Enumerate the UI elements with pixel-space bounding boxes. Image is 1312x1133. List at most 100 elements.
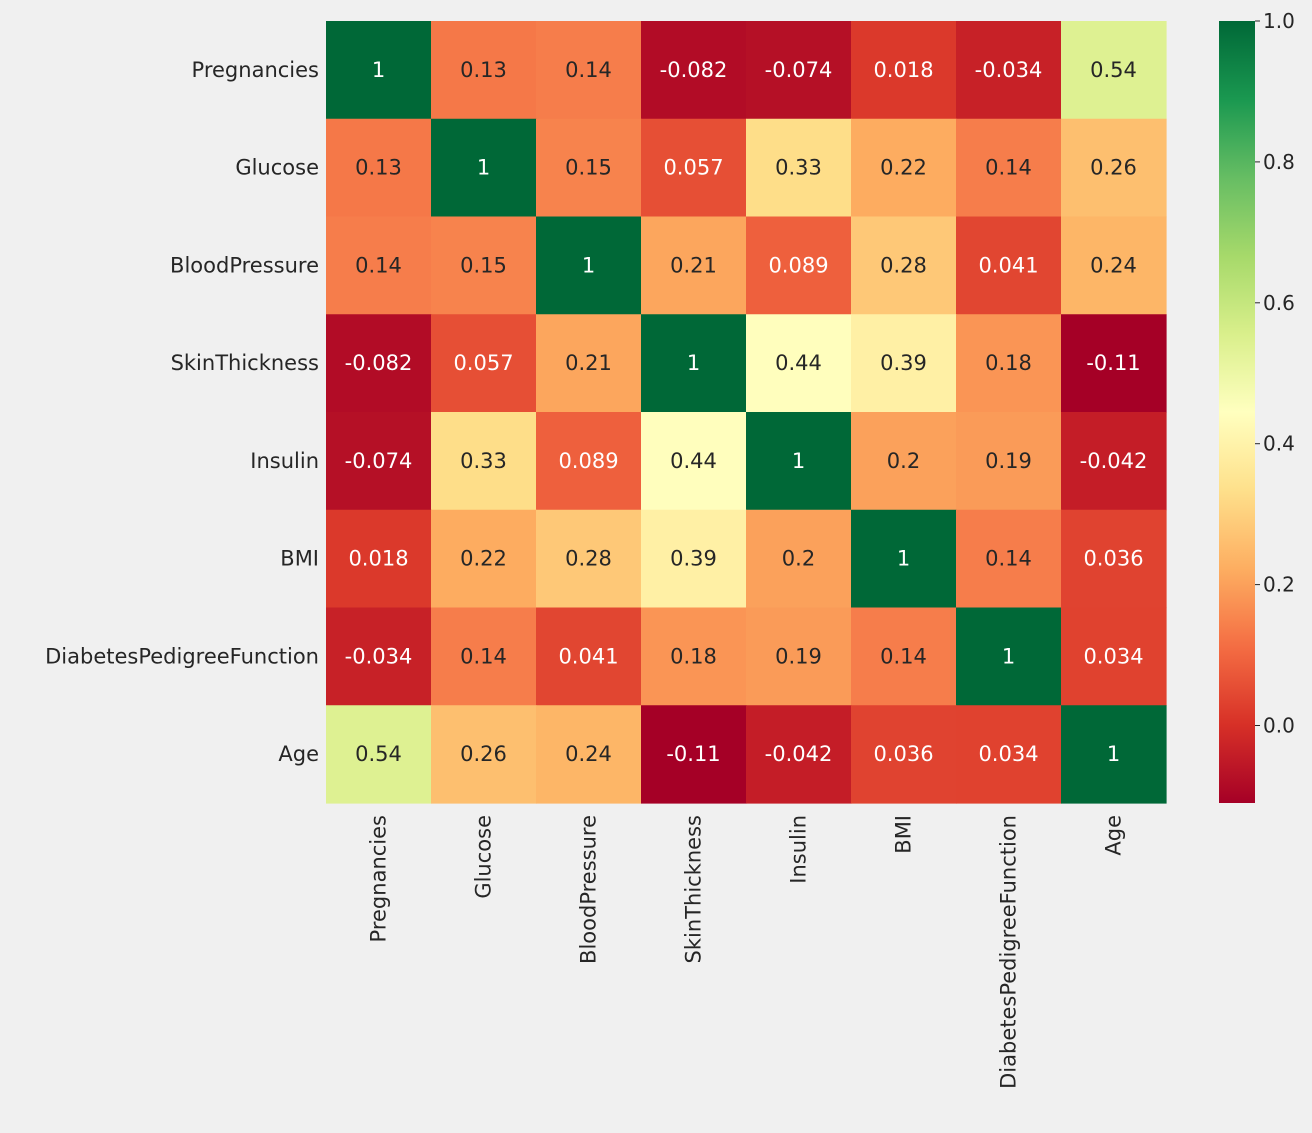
cell-value-label-glucose-diabetes-pedigree-function: 0.14 xyxy=(985,156,1032,180)
cell-value-label-diabetes-pedigree-function-diabetes-pedigree-function: 1 xyxy=(1002,644,1015,668)
cell-value-label-glucose-glucose: 1 xyxy=(477,156,490,180)
cell-value-label-bmi-age: 0.036 xyxy=(1083,547,1143,571)
heatmap-cell-glucose-pregnancies xyxy=(326,118,432,218)
cell-value-label-glucose-skin-thickness: 0.057 xyxy=(663,156,723,180)
heatmap-cell-glucose-insulin xyxy=(746,118,852,218)
heatmap-cell-age-diabetes-pedigree-function xyxy=(956,705,1062,804)
cell-value-label-bmi-blood-pressure: 0.28 xyxy=(565,547,612,571)
cell-value-label-glucose-pregnancies: 0.13 xyxy=(355,156,402,180)
cell-value-label-diabetes-pedigree-function-blood-pressure: 0.041 xyxy=(558,644,618,668)
heatmap-cell-diabetes-pedigree-function-age xyxy=(1061,607,1167,706)
column-label-blood-pressure: BloodPressure xyxy=(577,815,601,964)
heatmap-cell-age-skin-thickness xyxy=(641,705,747,804)
heatmap-cell-skin-thickness-bmi xyxy=(851,314,957,413)
colorbar-tick-label-5: 0.0 xyxy=(1263,714,1295,738)
heatmap-cell-blood-pressure-glucose xyxy=(431,216,537,315)
column-tick-labels: Pregnancies Glucose BloodPressure SkinThick… xyxy=(367,815,1126,1089)
cell-value-label-diabetes-pedigree-function-age: 0.034 xyxy=(1083,644,1143,668)
cell-value-label-insulin-pregnancies: -0.074 xyxy=(345,449,413,473)
colorbar: 1.0 0.8 0.6 0.4 0.2 0.0 xyxy=(1219,9,1295,803)
heatmap-cell-insulin-diabetes-pedigree-function xyxy=(956,412,1062,511)
colorbar-gradient xyxy=(1219,21,1255,803)
cell-value-label-skin-thickness-age: -0.11 xyxy=(1086,351,1140,375)
heatmap-cell-diabetes-pedigree-function-pregnancies xyxy=(326,607,432,706)
heatmap-cell-skin-thickness-diabetes-pedigree-function xyxy=(956,314,1062,413)
cell-value-label-pregnancies-bmi: 0.018 xyxy=(873,58,933,82)
cell-value-label-age-bmi: 0.036 xyxy=(873,742,933,766)
cell-value-label-pregnancies-age: 0.54 xyxy=(1090,58,1137,82)
heatmap-cell-skin-thickness-blood-pressure xyxy=(536,314,642,413)
heatmap-cell-diabetes-pedigree-function-blood-pressure xyxy=(536,607,642,706)
heatmap-cell-glucose-diabetes-pedigree-function xyxy=(956,118,1062,218)
heatmap-cell-bmi-insulin xyxy=(746,509,852,609)
heatmap-cell-bmi-age xyxy=(1061,509,1167,609)
cell-value-label-skin-thickness-skin-thickness: 1 xyxy=(687,351,700,375)
cell-value-label-insulin-bmi: 0.2 xyxy=(887,449,920,473)
heatmap-cell-blood-pressure-diabetes-pedigree-function xyxy=(956,216,1062,315)
row-tick-labels: Pregnancies Glucose BloodPressure SkinThick… xyxy=(45,58,319,766)
cell-value-label-bmi-diabetes-pedigree-function: 0.14 xyxy=(985,547,1032,571)
cell-value-label-diabetes-pedigree-function-bmi: 0.14 xyxy=(880,644,927,668)
cell-value-label-pregnancies-pregnancies: 1 xyxy=(372,58,385,82)
cell-value-label-skin-thickness-diabetes-pedigree-function: 0.18 xyxy=(985,351,1032,375)
heatmap-cell-bmi-skin-thickness xyxy=(641,509,747,609)
row-label-skin-thickness: SkinThickness xyxy=(171,351,319,375)
cell-value-label-age-glucose: 0.26 xyxy=(460,742,507,766)
column-label-insulin: Insulin xyxy=(787,815,811,884)
heatmap-cell-age-glucose xyxy=(431,705,537,804)
heatmap-cell-skin-thickness-age xyxy=(1061,314,1167,413)
cell-value-label-blood-pressure-glucose: 0.15 xyxy=(460,253,507,277)
heatmap-cell-bmi-blood-pressure xyxy=(536,509,642,609)
column-label-pregnancies: Pregnancies xyxy=(367,815,391,942)
cell-value-label-glucose-age: 0.26 xyxy=(1090,156,1137,180)
heatmap-cell-glucose-age xyxy=(1061,118,1167,218)
row-label-insulin: Insulin xyxy=(250,449,319,473)
cell-value-label-pregnancies-glucose: 0.13 xyxy=(460,58,507,82)
heatmap-cell-blood-pressure-skin-thickness xyxy=(641,216,747,315)
heatmap-cell-pregnancies-blood-pressure xyxy=(536,21,642,120)
cell-value-label-bmi-bmi: 1 xyxy=(897,547,910,571)
cell-value-label-pregnancies-diabetes-pedigree-function: -0.034 xyxy=(975,58,1043,82)
cell-value-label-age-age: 1 xyxy=(1107,742,1120,766)
heatmap-cell-pregnancies-age xyxy=(1061,21,1167,120)
cell-value-label-diabetes-pedigree-function-skin-thickness: 0.18 xyxy=(670,644,717,668)
heatmap-cell-glucose-skin-thickness xyxy=(641,118,747,218)
cell-value-label-insulin-glucose: 0.33 xyxy=(460,449,507,473)
cell-value-label-age-pregnancies: 0.54 xyxy=(355,742,402,766)
heatmap-cell-age-blood-pressure xyxy=(536,705,642,804)
cell-value-label-glucose-blood-pressure: 0.15 xyxy=(565,156,612,180)
colorbar-tick-label-2: 0.6 xyxy=(1263,291,1295,315)
cell-value-label-pregnancies-blood-pressure: 0.14 xyxy=(565,58,612,82)
cell-value-label-skin-thickness-pregnancies: -0.082 xyxy=(345,351,413,375)
cell-value-label-blood-pressure-diabetes-pedigree-function: 0.041 xyxy=(978,253,1038,277)
heatmap-cell-age-pregnancies xyxy=(326,705,432,804)
column-label-diabetes-pedigree-function: DiabetesPedigreeFunction xyxy=(997,815,1021,1089)
heatmap-cell-glucose-blood-pressure xyxy=(536,118,642,218)
heatmap-cell-bmi-bmi xyxy=(851,509,957,609)
row-label-glucose: Glucose xyxy=(235,156,319,180)
heatmap-cell-pregnancies-bmi xyxy=(851,21,957,120)
heatmap-cell-diabetes-pedigree-function-diabetes-pedigree-function xyxy=(956,607,1062,706)
heatmap-cell-blood-pressure-insulin xyxy=(746,216,852,315)
cell-value-label-blood-pressure-pregnancies: 0.14 xyxy=(355,253,402,277)
row-label-blood-pressure: BloodPressure xyxy=(170,253,319,277)
heatmap-cell-diabetes-pedigree-function-bmi xyxy=(851,607,957,706)
cell-value-label-age-diabetes-pedigree-function: 0.034 xyxy=(978,742,1038,766)
heatmap-cell-labels: 1 0.13 0.14 -0.082 -0.074 0.018 -0.034 0.54 0.13… xyxy=(345,58,1148,766)
heatmap-cell-bmi-pregnancies xyxy=(326,509,432,609)
heatmap-cell-insulin-glucose xyxy=(431,412,537,511)
colorbar-tick-label-0: 1.0 xyxy=(1263,9,1295,33)
column-label-skin-thickness: SkinThickness xyxy=(682,815,706,963)
heatmap-cell-diabetes-pedigree-function-skin-thickness xyxy=(641,607,747,706)
heatmap-cell-bmi-diabetes-pedigree-function xyxy=(956,509,1062,609)
cell-value-label-pregnancies-skin-thickness: -0.082 xyxy=(660,58,728,82)
cell-value-label-insulin-skin-thickness: 0.44 xyxy=(670,449,717,473)
heatmap-cell-diabetes-pedigree-function-glucose xyxy=(431,607,537,706)
cell-value-label-insulin-age: -0.042 xyxy=(1080,449,1148,473)
colorbar-tick-label-4: 0.2 xyxy=(1263,573,1295,597)
row-label-diabetes-pedigree-function: DiabetesPedigreeFunction xyxy=(45,644,319,668)
heatmap-cell-age-insulin xyxy=(746,705,852,804)
row-label-pregnancies: Pregnancies xyxy=(192,58,319,82)
heatmap-cell-pregnancies-pregnancies xyxy=(326,21,432,120)
cell-value-label-insulin-diabetes-pedigree-function: 0.19 xyxy=(985,449,1032,473)
